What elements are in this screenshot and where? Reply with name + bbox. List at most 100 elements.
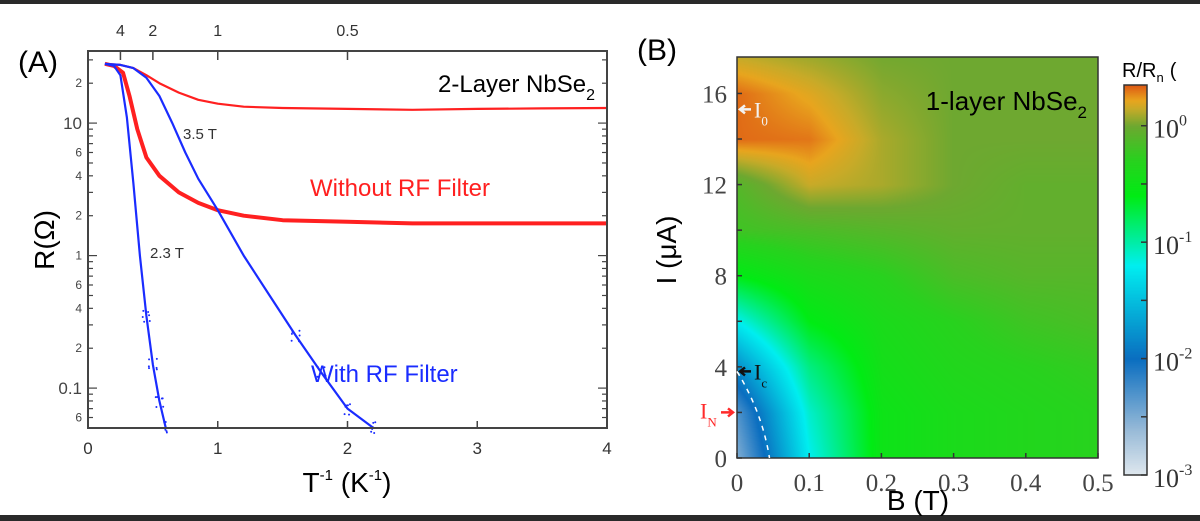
series-point (324, 374, 327, 377)
x-tick-label: 4 (602, 439, 611, 458)
series-point (148, 314, 151, 317)
y-tick-label-b: 16 (702, 81, 727, 108)
top-tick-label: 0.5 (336, 23, 358, 40)
series-point (143, 320, 146, 323)
y-tick-label: 4 (75, 169, 82, 183)
series-point (316, 375, 319, 378)
series-point (163, 421, 166, 424)
x-tick-label-b: 0.2 (866, 470, 897, 497)
series-point (298, 334, 301, 337)
colorbar-frame (1123, 84, 1148, 476)
annotation-2-3t: 2.3 T (150, 245, 184, 262)
y-tick-label: 10 (63, 114, 82, 133)
series-point (147, 311, 150, 314)
series-point (165, 431, 168, 434)
series-line-3 (104, 62, 167, 429)
y-tick-label: 2 (75, 341, 82, 355)
series-point (348, 403, 351, 406)
panel-a-label: (A) (18, 46, 58, 79)
colorbar-tick-label: 10-3 (1153, 462, 1192, 493)
series-line-1 (104, 61, 607, 226)
series-point (148, 358, 151, 361)
panel-b-label: (B) (637, 34, 677, 67)
x-tick-label-b: 0 (731, 470, 744, 497)
series-point (343, 413, 346, 416)
top-tick-label: 4 (116, 23, 125, 40)
label-without-rf-filter: Without RF Filter (310, 175, 490, 202)
series-point (290, 332, 293, 335)
series-point (141, 315, 144, 318)
series-point (162, 405, 165, 408)
series-point (161, 397, 164, 400)
y-tick-label: 6 (75, 278, 82, 292)
series-point (316, 366, 319, 369)
series-point (374, 421, 377, 424)
series-point (155, 357, 158, 360)
x-axis-label: T-1 (K-1) (303, 467, 392, 498)
critical-current-dashed-curve (736, 371, 771, 459)
series-point (154, 396, 157, 399)
top-border (0, 0, 1200, 4)
panel-a-chart: (A) 0 1 2 3 4 4 2 1 0.5 2 10 6 4 2 1 6 4 2 0.1 6 2-Layer Nb… (18, 23, 612, 498)
series-point (291, 331, 294, 334)
heatmap-image (737, 57, 1098, 458)
series-point (155, 405, 158, 408)
series-point (372, 421, 375, 424)
x-tick-label: 1 (213, 439, 222, 458)
y-tick-label: 2 (75, 76, 82, 90)
in-label: IN (700, 398, 717, 429)
series-point (164, 428, 167, 431)
series-point (298, 340, 301, 343)
y-tick-label: 6 (75, 145, 82, 159)
y-tick-label: 1 (75, 249, 82, 263)
colorbar-tick-label: 10-2 (1153, 346, 1192, 377)
y-tick-label-b: 0 (715, 446, 728, 473)
panel-b-title: 1-layer NbSe2 (926, 86, 1087, 122)
ic-label: Ic (754, 359, 767, 390)
y-tick-label: 0.1 (58, 379, 82, 398)
x-tick-label-b: 0.4 (1010, 470, 1042, 497)
top-tick-label: 1 (213, 23, 222, 40)
x-tick-label-b: 0.1 (794, 470, 825, 497)
panel-a-title: 2-Layer NbSe2 (438, 71, 595, 104)
label-with-rf-filter: With RF Filter (311, 361, 458, 388)
y-tick-label-b: 12 (702, 173, 727, 200)
bottom-border (0, 515, 1200, 521)
series-point (344, 405, 347, 408)
y-tick-label-b: 8 (715, 264, 728, 291)
series-point (373, 431, 376, 434)
panel-b-frame (736, 56, 1099, 459)
y-tick-label: 2 (75, 209, 82, 223)
x-tick-label-b: 0.3 (938, 470, 969, 497)
series-point (323, 366, 326, 369)
series-point (155, 366, 158, 369)
y-tick-label: 4 (75, 301, 82, 315)
series-line-2 (104, 62, 375, 429)
series-point (148, 367, 151, 370)
series-point (148, 320, 151, 323)
colorbar-tick-label: 100 (1153, 113, 1187, 144)
x-axis-label-b: B (T) (887, 485, 949, 516)
series-point (142, 309, 145, 312)
x-tick-label: 0 (83, 439, 92, 458)
ic-arrow-icon (737, 366, 751, 377)
y-tick-label: 6 (75, 411, 82, 425)
in-arrow-icon (721, 407, 736, 418)
series-point (370, 430, 373, 433)
x-tick-label: 3 (473, 439, 482, 458)
series-point (290, 339, 293, 342)
series-point (348, 413, 351, 416)
colorbar-tick-label: 10-1 (1153, 229, 1192, 260)
top-tick-label: 2 (148, 23, 157, 40)
i0-arrow-icon (737, 104, 751, 115)
series-point (298, 329, 301, 332)
y-axis-label: R(Ω) (29, 210, 60, 270)
series-point (147, 365, 150, 368)
series-point (156, 395, 159, 398)
annotation-3-5t: 3.5 T (183, 126, 217, 143)
y-axis-label-b: I (μA) (651, 215, 682, 284)
i0-label: I0 (754, 97, 768, 128)
colorbar-gradient (1124, 85, 1147, 475)
x-tick-label-b: 0.5 (1082, 470, 1113, 497)
